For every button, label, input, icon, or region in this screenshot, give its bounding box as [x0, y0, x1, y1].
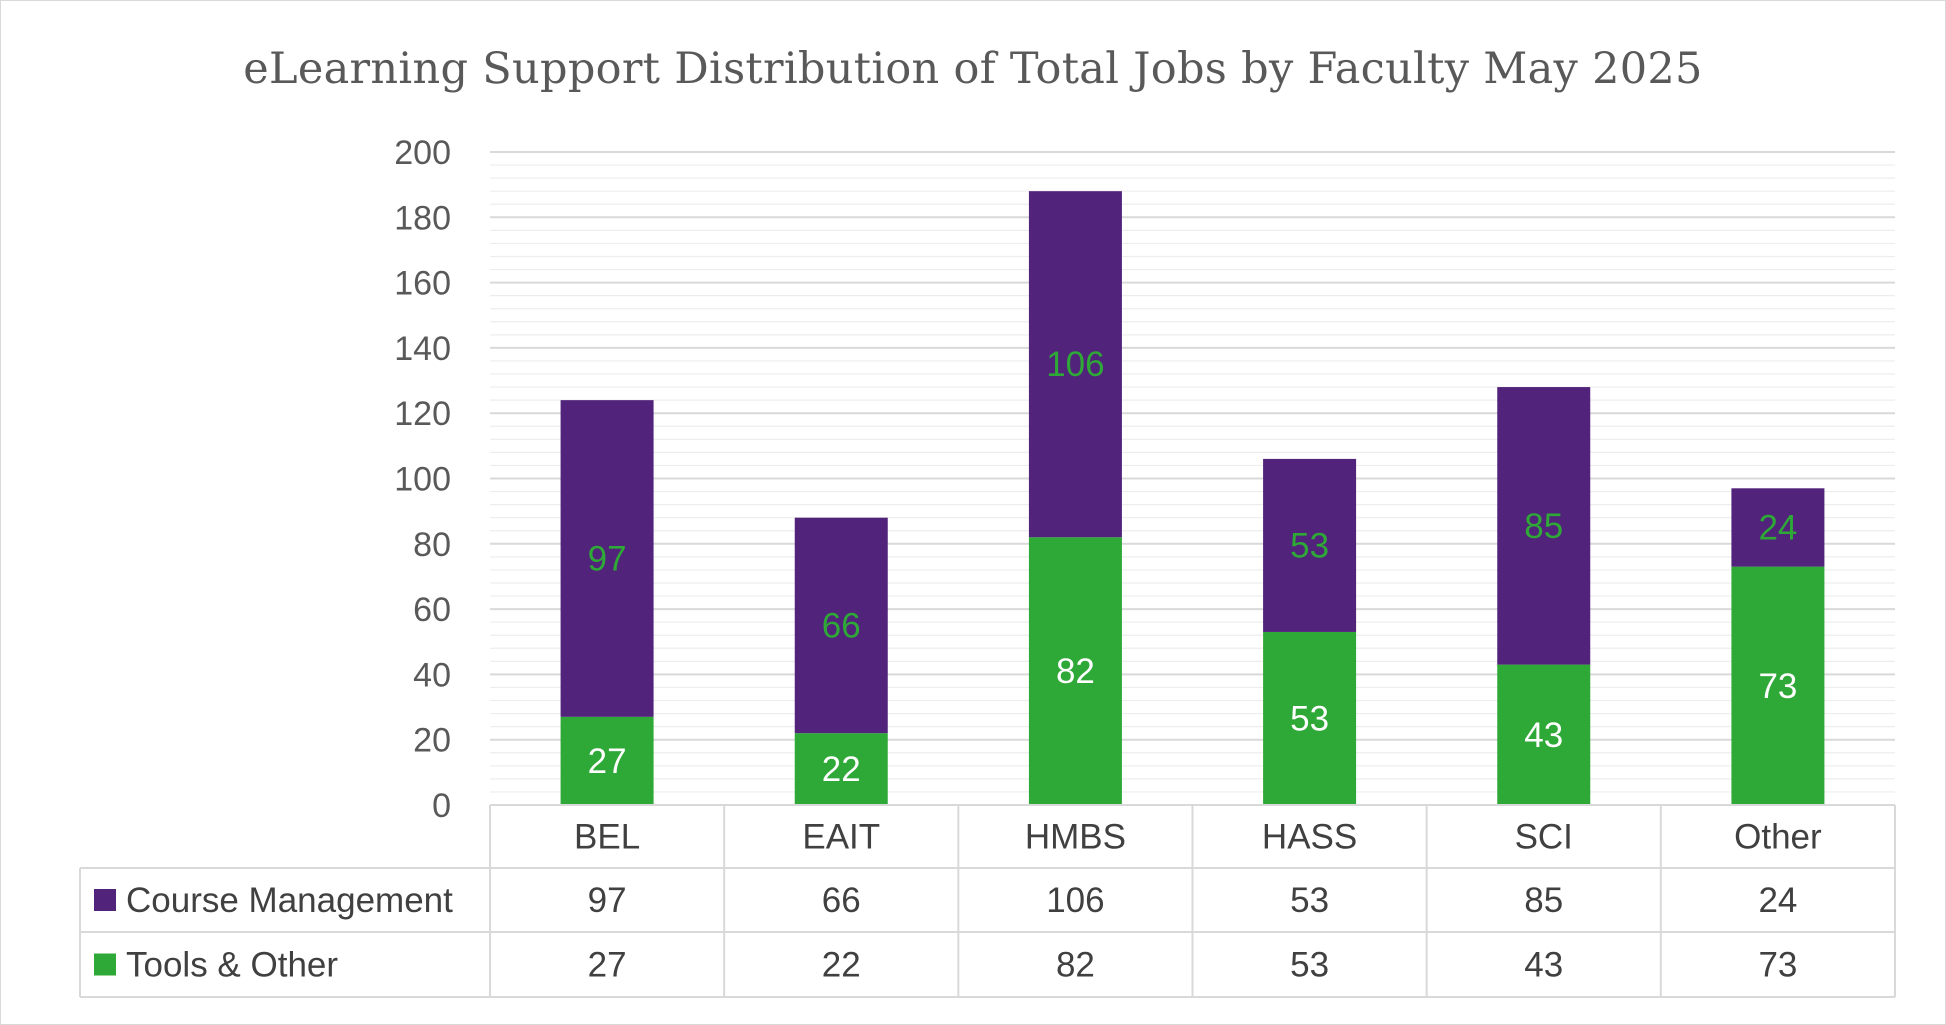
data-label-course-management: 106	[1046, 345, 1104, 384]
y-tick-label: 100	[394, 461, 451, 499]
category-label: HASS	[1262, 818, 1357, 857]
bar-course-management	[1263, 458, 1357, 632]
bars: 27 97 22 66 82 106 53 53 43 85 73 24	[560, 191, 1825, 805]
legend-label: Tools & Other	[126, 946, 338, 985]
bar-course-management	[1731, 488, 1825, 567]
y-tick-label: 60	[413, 591, 451, 629]
table-value: 85	[1524, 881, 1563, 920]
table-value: 24	[1758, 881, 1797, 920]
data-label-course-management: 53	[1290, 526, 1329, 565]
gridlines	[490, 151, 1895, 793]
table-value: 22	[822, 946, 861, 985]
data-label-tools-other: 22	[822, 750, 861, 789]
data-label-tools-other: 43	[1524, 716, 1563, 755]
table-value: 82	[1056, 946, 1095, 985]
category-label: BEL	[574, 818, 640, 857]
table-value: 53	[1290, 946, 1329, 985]
bar-tools-other	[1731, 566, 1825, 805]
bar-tools-other	[1028, 537, 1122, 805]
table-value: 73	[1758, 946, 1797, 985]
y-tick-label: 140	[394, 330, 451, 368]
bar-tools-other	[560, 716, 654, 805]
table-value: 43	[1524, 946, 1563, 985]
bar-tools-other	[1263, 631, 1357, 805]
bar-tools-other	[1497, 664, 1591, 805]
data-label-tools-other: 82	[1056, 652, 1095, 691]
data-table: BEL EAIT HMBS HASS SCI Other Course Management…	[79, 804, 1896, 998]
y-tick-label: 180	[394, 199, 451, 237]
category-label: HMBS	[1025, 818, 1126, 857]
y-tick-label: 160	[394, 265, 451, 303]
y-tick-label: 120	[394, 395, 451, 433]
data-label-tools-other: 27	[588, 742, 627, 781]
bar-course-management	[1497, 387, 1591, 665]
y-tick-label: 0	[432, 787, 451, 825]
data-label-course-management: 97	[588, 539, 627, 578]
y-tick-label: 200	[394, 134, 451, 172]
data-label-tools-other: 73	[1758, 667, 1797, 706]
category-label: Other	[1734, 818, 1822, 857]
data-label-course-management: 66	[822, 606, 861, 645]
table-value: 53	[1290, 881, 1329, 920]
table-value: 106	[1046, 881, 1104, 920]
bar-course-management	[560, 400, 654, 717]
y-tick-label: 40	[413, 656, 451, 694]
chart-title: eLearning Support Distribution of Total …	[243, 44, 1703, 94]
bar-course-management	[794, 517, 888, 734]
table-value: 66	[822, 881, 861, 920]
legend-label: Course Management	[126, 881, 453, 920]
data-label-course-management: 24	[1758, 508, 1797, 547]
data-label-tools-other: 53	[1290, 699, 1329, 738]
data-label-course-management: 85	[1524, 507, 1563, 546]
y-axis: 0 20 40 60 80 100 120 140 160 180 200	[394, 134, 451, 825]
table-value: 27	[588, 946, 627, 985]
table-value: 97	[588, 881, 627, 920]
y-tick-label: 80	[413, 526, 451, 564]
y-tick-label: 20	[413, 722, 451, 760]
bar-course-management	[1028, 191, 1122, 538]
bar-tools-other	[794, 733, 888, 805]
legend-key-tools-other	[94, 953, 116, 976]
category-label: EAIT	[802, 818, 880, 857]
category-label: SCI	[1515, 818, 1573, 857]
legend-key-course-management	[94, 889, 116, 911]
